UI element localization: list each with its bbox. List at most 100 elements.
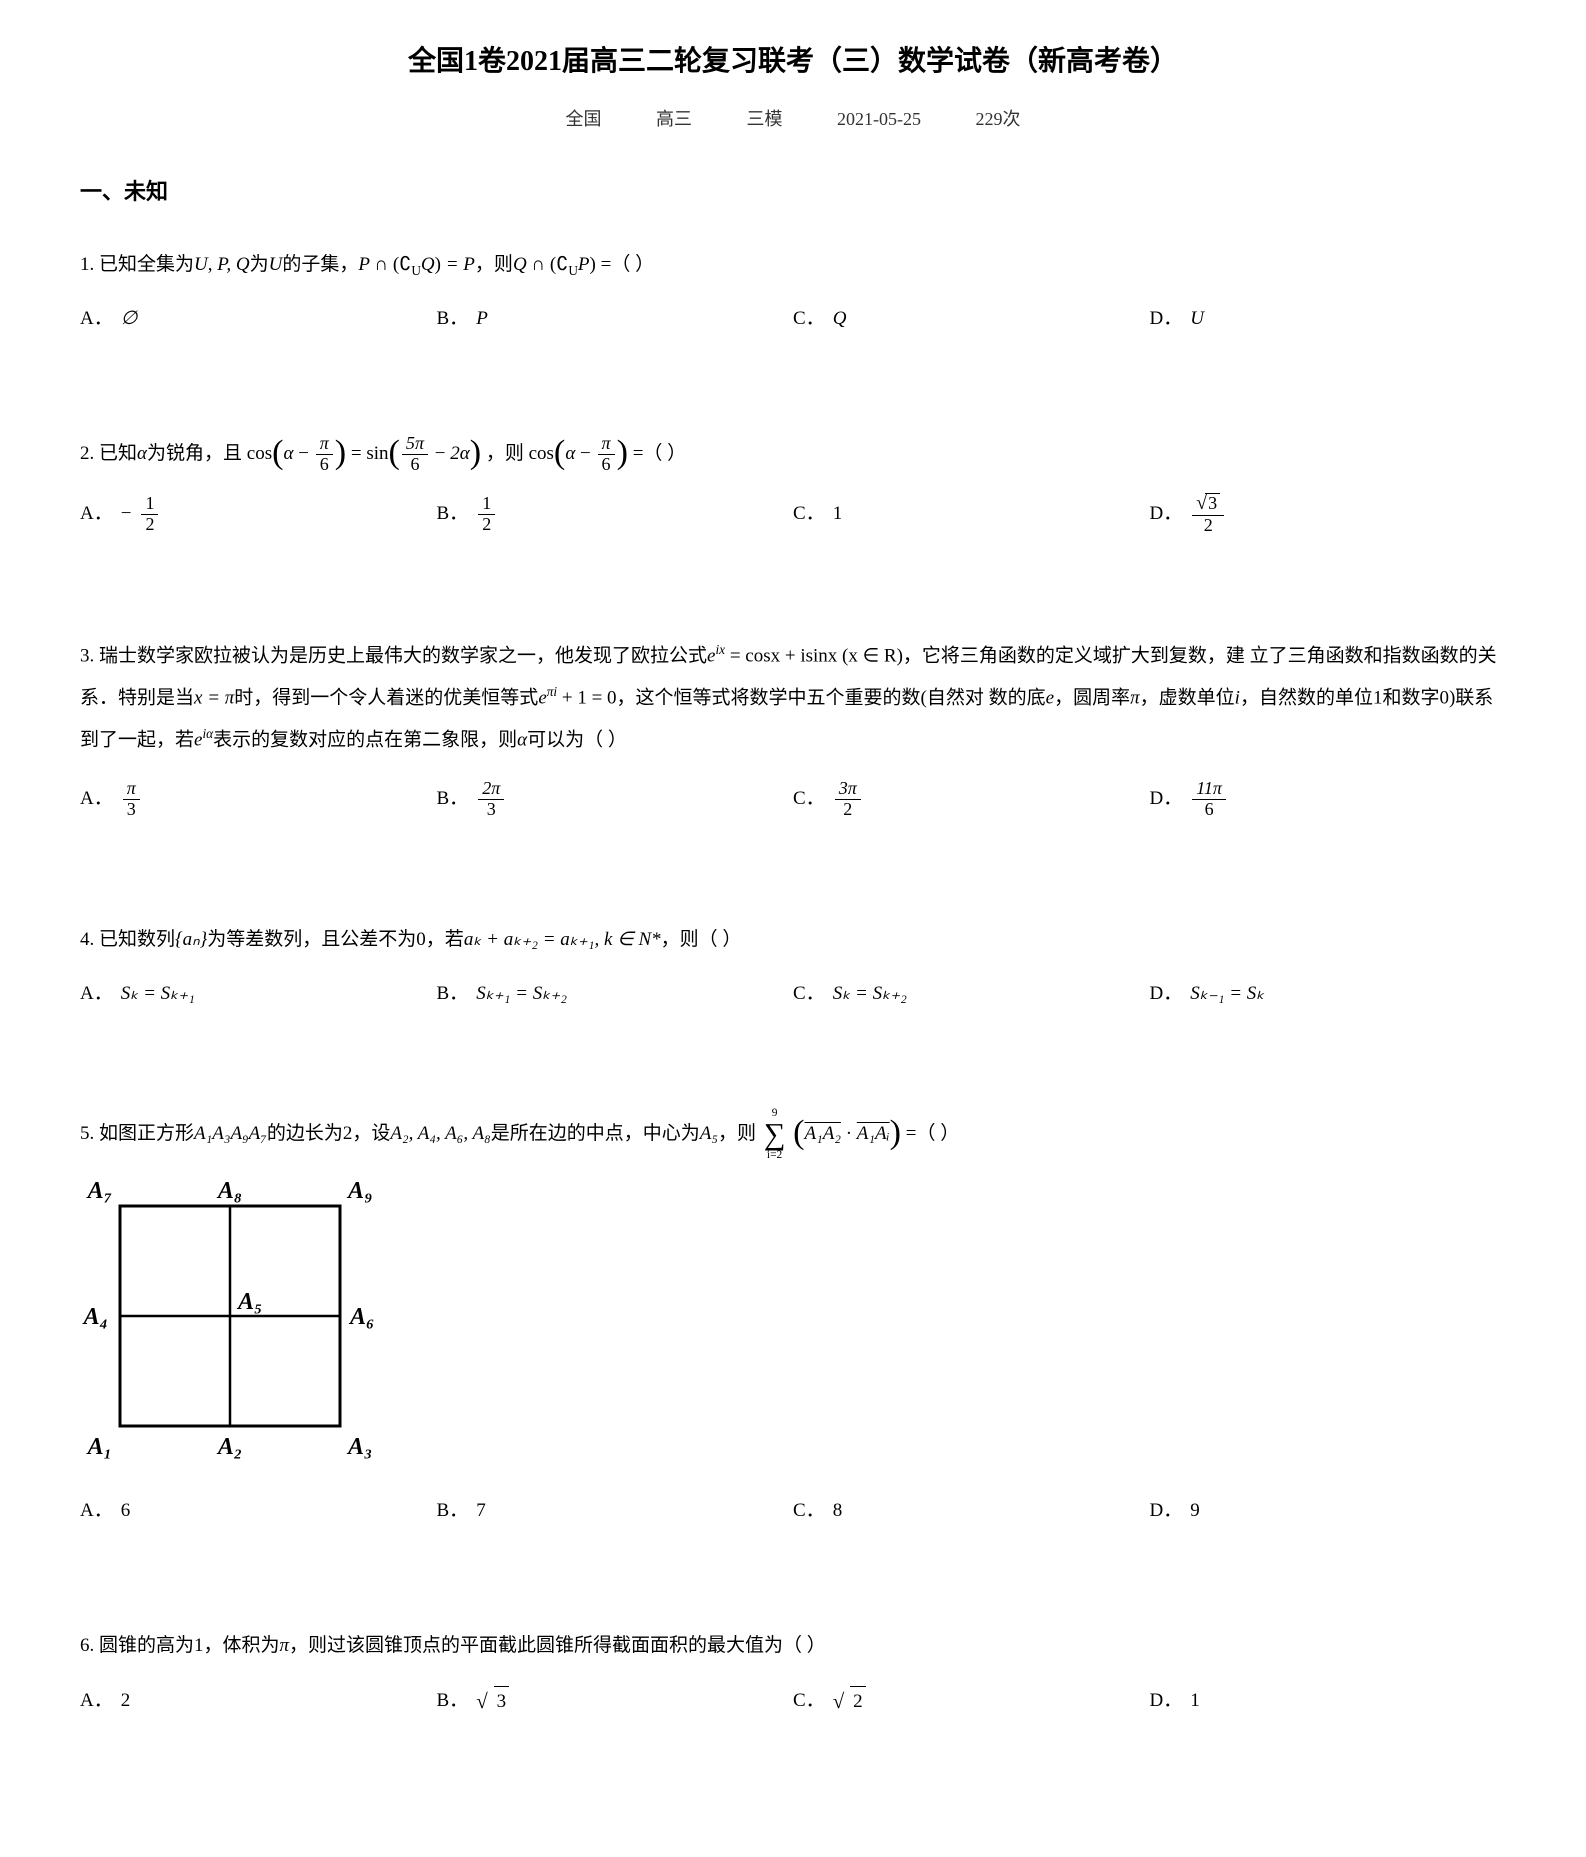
opt-label: B．	[437, 979, 469, 1009]
opt-val: 6	[121, 1496, 131, 1526]
num: 3	[1205, 493, 1220, 514]
den: 3	[123, 800, 140, 820]
opt-label: D．	[1150, 784, 1183, 814]
q3-rhs2: + 1 = 0	[557, 687, 616, 708]
lbl-A1: A₁	[86, 1434, 112, 1460]
frac: 3π2	[835, 779, 861, 820]
q4-optD: D．Sₖ₋₁ = Sₖ	[1150, 975, 1507, 1013]
opt-label: B．	[437, 304, 469, 334]
vec1: A₁A₂	[805, 1113, 841, 1155]
question-2: 2. 已知α为锐角，且 cos(α − π6) = sin(5π6 − 2α) …	[80, 433, 1506, 540]
frac: π3	[123, 779, 140, 820]
q5-optD: D．9	[1150, 1492, 1507, 1530]
q4-text: 为等差数列，且公差不为0，若	[207, 929, 464, 950]
q2-options: A．− 12 B．12 C．1 D．√32	[80, 489, 1506, 540]
opt-val: 8	[833, 1496, 843, 1526]
q4-text: ，则（ ）	[661, 929, 742, 950]
v: A₁Aᵢ	[857, 1123, 890, 1144]
q5-center: A₅	[700, 1123, 718, 1144]
q2-text: 为锐角，且	[147, 443, 242, 464]
q2-alpha: α	[137, 443, 147, 464]
exp: ix	[715, 642, 725, 657]
lbl-A3: A₃	[346, 1434, 372, 1460]
q5-text: 是所在边的中点，中心为	[491, 1123, 700, 1144]
q6-optC: C．√2	[793, 1681, 1150, 1722]
q2-a2: α	[565, 443, 575, 464]
opt-val: 2	[850, 1686, 866, 1717]
num: 3π	[839, 778, 857, 798]
q5-options: A．6 B．7 C．8 D．9	[80, 1492, 1506, 1530]
q1-PQ: P, Q	[217, 254, 249, 275]
lbl-A7: A₇	[86, 1178, 112, 1204]
q5-text: =（ ）	[906, 1123, 959, 1144]
frac: 2π3	[478, 779, 504, 820]
q5-text: 的边长为2，设	[267, 1123, 391, 1144]
den: 2	[141, 515, 158, 535]
den: 2	[1200, 516, 1217, 536]
q6-text: 6. 圆锥的高为1，体积为	[80, 1635, 280, 1656]
frac: 12	[478, 494, 495, 535]
opt-label: C．	[793, 304, 825, 334]
q2-frac: π6	[316, 434, 333, 475]
q4-stem: 4. 已知数列{aₙ}为等差数列，且公差不为0，若aₖ + aₖ₊₂ = aₖ₊…	[80, 919, 1506, 961]
exam-title: 全国1卷2021届高三二轮复习联考（三）数学试卷（新高考卷）	[80, 40, 1506, 85]
q3-options: A．π3 B．2π3 C．3π2 D．11π6	[80, 775, 1506, 824]
num: 5π	[406, 433, 424, 453]
q6-options: A．2 B．√3 C．√2 D．1	[80, 1681, 1506, 1722]
q1-expr: Q	[421, 254, 435, 275]
dot: ·	[841, 1123, 857, 1144]
lbl-A9: A₉	[346, 1178, 372, 1204]
q1-U: U	[194, 254, 208, 275]
frac: √32	[1192, 493, 1224, 536]
q3-text: 时，得到一个令人着迷的优美恒等式	[234, 687, 538, 708]
opt-label: A．	[80, 1686, 113, 1716]
meta-region: 全国	[566, 109, 602, 129]
meta-grade: 高三	[656, 109, 692, 129]
den: 6	[406, 455, 423, 475]
meta-type: 三模	[747, 109, 783, 129]
q2-frac2: 5π6	[402, 434, 428, 475]
opt-val: ∅	[121, 304, 138, 334]
q1-optA: A．∅	[80, 300, 437, 338]
q3-text: 表示的复数对应的点在第二象限，则	[213, 729, 517, 750]
opt-label: B．	[437, 1496, 469, 1526]
q3-alpha: α	[517, 729, 527, 750]
q1-stem: 1. 已知全集为U, P, Q为U的子集，P ∩ (∁UQ) = P，则Q ∩ …	[80, 244, 1506, 286]
q2-optA: A．− 12	[80, 489, 437, 540]
num: π	[602, 433, 611, 453]
den: 6	[598, 455, 615, 475]
num: 2π	[482, 778, 500, 798]
q1-text: ，则	[475, 254, 513, 275]
opt-val: 9	[1190, 1496, 1200, 1526]
q1-text: =（ ）	[596, 254, 654, 275]
q2-optD: D．√32	[1150, 489, 1507, 540]
q5-optC: C． 8	[793, 1492, 1150, 1530]
opt-val: Sₖ₊₁ = Sₖ₊₂	[476, 979, 567, 1009]
lbl-A4: A₄	[82, 1304, 108, 1330]
opt-label: D．	[1150, 1496, 1183, 1526]
q2-optB: B． 12	[437, 489, 794, 540]
num: 11π	[1196, 778, 1222, 798]
q3-e2: e	[538, 687, 546, 708]
opt-val: Sₖ = Sₖ₊₁	[121, 979, 195, 1009]
q1-text: 为	[250, 254, 269, 275]
opt-label: C．	[793, 1686, 825, 1716]
lbl-A2: A₂	[216, 1434, 242, 1460]
q1-options: A．∅ B．P C．Q D．U	[80, 300, 1506, 338]
q6-text: ，则过该圆锥顶点的平面截此圆锥所得截面面积的最大值为（ ）	[289, 1635, 826, 1656]
question-5: 5. 如图正方形A₁A₃A₉A₇的边长为2，设A₂, A₄, A₆, A₈是所在…	[80, 1108, 1506, 1530]
q4-optB: B．Sₖ₊₁ = Sₖ₊₂	[437, 975, 794, 1013]
q3-text: ，它将三角函数的定义域扩大到复数，建	[903, 645, 1245, 666]
den: 2	[839, 800, 856, 820]
q5-sum: 9 ∑ i=2	[764, 1108, 786, 1161]
v: A₁A₂	[805, 1123, 841, 1144]
opt-label: C．	[793, 1496, 825, 1526]
question-3: 3. 瑞士数学家欧拉被认为是历史上最伟大的数学家之一，他发现了欧拉公式eix =…	[80, 635, 1506, 824]
q2-a: α	[283, 443, 293, 464]
opt-label: B．	[437, 499, 469, 529]
q1-U2: U	[269, 254, 283, 275]
opt-val: Sₖ₋₁ = Sₖ	[1190, 979, 1264, 1009]
q4-text: 4. 已知数列	[80, 929, 175, 950]
question-6: 6. 圆锥的高为1，体积为π，则过该圆锥顶点的平面截此圆锥所得截面面积的最大值为…	[80, 1625, 1506, 1722]
q5-mids: A₂, A₄, A₆, A₈	[390, 1123, 490, 1144]
